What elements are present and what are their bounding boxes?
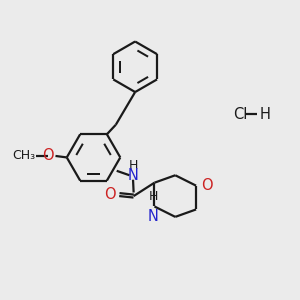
Text: N: N <box>148 209 158 224</box>
Text: CH₃: CH₃ <box>12 149 35 162</box>
Text: H: H <box>128 159 138 172</box>
Text: H: H <box>260 107 271 122</box>
Text: O: O <box>42 148 53 164</box>
Text: O: O <box>104 187 116 202</box>
Text: O: O <box>201 178 213 193</box>
Text: Cl: Cl <box>233 107 247 122</box>
Text: H: H <box>148 190 158 203</box>
Text: N: N <box>128 168 139 183</box>
